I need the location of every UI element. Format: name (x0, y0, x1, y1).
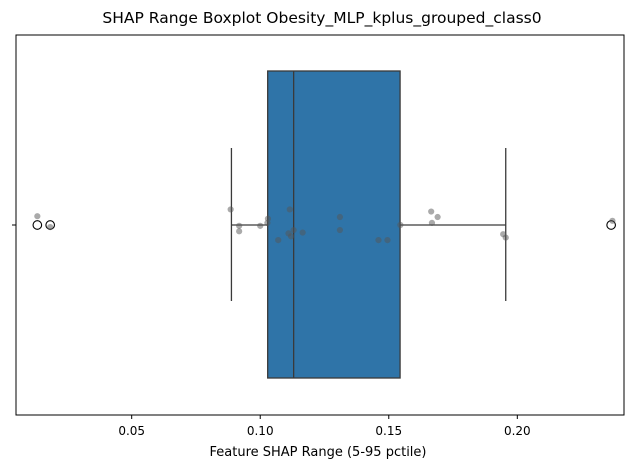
x-axis-label: Feature SHAP Range (5-95 pctile) (210, 445, 427, 460)
strip-point (384, 237, 391, 244)
x-axis: 0.05 0.10 0.15 0.20 (118, 415, 531, 438)
strip-point (47, 224, 54, 231)
strip-point (257, 222, 264, 229)
strip-point (434, 213, 441, 221)
strip-point (236, 222, 243, 229)
x-tick-label: 0.05 (118, 424, 145, 438)
strip-point (286, 206, 293, 213)
strip-point (397, 221, 404, 229)
strip-point (287, 233, 295, 240)
x-tick-label: 0.15 (375, 424, 402, 438)
strip-point (428, 208, 435, 215)
strip-point (34, 213, 41, 220)
strip-point (236, 228, 243, 235)
strip-point (227, 206, 234, 213)
strip-point (502, 234, 509, 241)
chart-title: SHAP Range Boxplot Obesity_MLP_kplus_gro… (102, 9, 541, 28)
strip-point (428, 219, 436, 226)
strip-point (336, 226, 344, 234)
plot-area (32, 70, 616, 379)
strip-point (299, 229, 306, 236)
strip-point (375, 237, 382, 244)
x-tick-label: 0.20 (504, 424, 531, 438)
strip-point (336, 213, 344, 221)
strip-point (609, 217, 616, 224)
strip-point (290, 226, 297, 234)
strip-point (275, 237, 282, 244)
outlier-point (32, 220, 43, 230)
x-tick-label: 0.10 (247, 424, 274, 438)
iqr-box (267, 70, 401, 379)
strip-point (264, 215, 272, 222)
